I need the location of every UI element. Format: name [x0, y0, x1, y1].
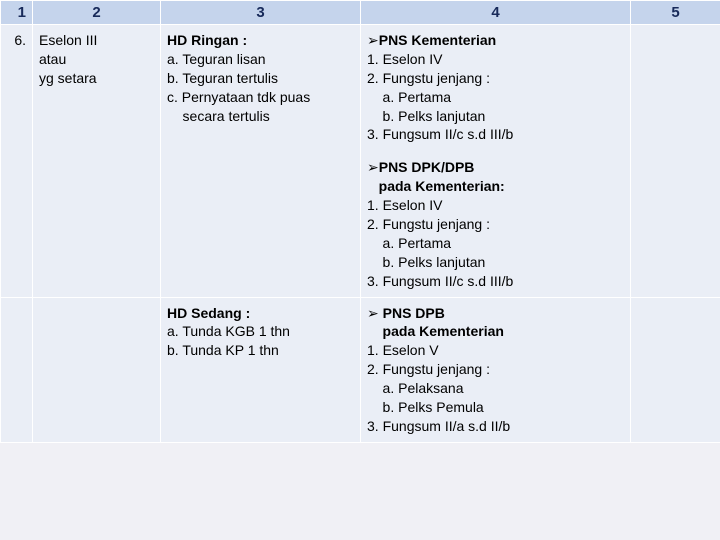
col-header-2: 2	[33, 1, 161, 25]
cell-index: 6.	[1, 25, 33, 298]
cell-subject: Eselon IIIatauyg setara	[33, 25, 161, 298]
col-header-3: 3	[161, 1, 361, 25]
header-row: 1 2 3 4 5	[1, 1, 720, 25]
data-table: 1 2 3 4 5 6.Eselon IIIatauyg setaraHD Ri…	[0, 0, 720, 443]
table-body: 6.Eselon IIIatauyg setaraHD Ringan :a. T…	[1, 25, 720, 443]
cell-empty	[631, 25, 720, 298]
table-row: HD Sedang :a. Tunda KGB 1 thnb. Tunda KP…	[1, 297, 720, 442]
col-header-4: 4	[361, 1, 631, 25]
col-header-5: 5	[631, 1, 720, 25]
cell-empty	[631, 297, 720, 442]
table-row: 6.Eselon IIIatauyg setaraHD Ringan :a. T…	[1, 25, 720, 298]
cell-pns: ➢PNS Kementerian1. Eselon IV2. Fungstu j…	[361, 25, 631, 298]
cell-pns: ➢ PNS DPB pada Kementerian1. Eselon V2. …	[361, 297, 631, 442]
cell-hd: HD Ringan :a. Teguran lisanb. Teguran te…	[161, 25, 361, 298]
cell-index	[1, 297, 33, 442]
col-header-1: 1	[1, 1, 33, 25]
cell-hd: HD Sedang :a. Tunda KGB 1 thnb. Tunda KP…	[161, 297, 361, 442]
cell-subject	[33, 297, 161, 442]
